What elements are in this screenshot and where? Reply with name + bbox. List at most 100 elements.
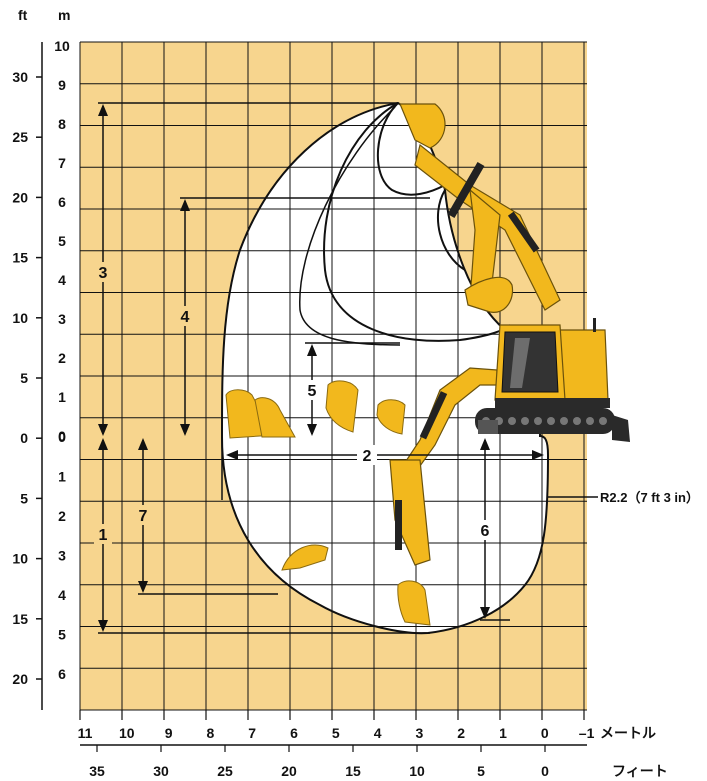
bottom-m-ticks: 11 10 9 8 7 6 5 4 3 2 1 0 –1: [78, 710, 595, 741]
left-m-tick-label: 2: [58, 350, 66, 366]
track-roller: [534, 417, 542, 425]
left-ft-tick-label: 5: [20, 370, 28, 386]
bottom-m-tick-label: 7: [248, 725, 256, 741]
hydraulic-cylinder: [395, 500, 402, 550]
left-m-tick-label: 1: [58, 469, 66, 485]
bucket-icon: [325, 380, 359, 433]
left-ft-tick-label: 20: [12, 671, 28, 687]
hydraulic-cylinder: [507, 211, 540, 253]
unit-m-top: m: [58, 7, 70, 23]
upper-arm-assembly: [399, 103, 561, 313]
left-m-tick-label: 6: [58, 194, 66, 210]
unit-ft-top: ft: [18, 7, 28, 23]
dimension-labels: 3 4 5 1 7 6 2 R2.2（7 ft 3 in）: [94, 262, 699, 544]
counterweight: [559, 329, 609, 406]
dozer-blade: [612, 415, 630, 442]
bottom-m-tick-label: 2: [457, 725, 465, 741]
dim-label-3: 3: [99, 265, 108, 282]
left-m-tick-label: 5: [58, 233, 66, 249]
track-assembly: [475, 408, 615, 434]
unit-feet-bottom: フィート: [612, 763, 668, 779]
cab-glass-highlight: [510, 338, 530, 388]
bottom-ft-tick-label: 35: [89, 763, 105, 779]
left-m-tick-label: 5: [58, 627, 66, 643]
left-ft-tick-label: 10: [12, 551, 28, 567]
bottom-ft-tick-label: 10: [409, 763, 425, 779]
left-m-tick-label: 4: [58, 272, 66, 288]
left-ft-tick-label: 5: [20, 490, 28, 506]
left-m-tick-label: 8: [58, 116, 66, 132]
bucket-icon: [397, 580, 431, 626]
bottom-m-tick-label: 4: [374, 725, 382, 741]
bottom-m-tick-label: 5: [332, 725, 340, 741]
lower-arm-assembly: [389, 367, 498, 566]
excavator-body: [475, 318, 630, 442]
track-roller: [560, 417, 568, 425]
bucket-icon: [281, 544, 329, 571]
dim-label-4: 4: [181, 309, 190, 326]
left-ft-tick-label: 25: [12, 129, 28, 145]
bucket-icon: [376, 399, 406, 435]
stick-lower: [389, 459, 431, 566]
bottom-m-tick-label: 10: [119, 725, 135, 741]
bottom-m-tick-label: 8: [207, 725, 215, 741]
track-roller: [586, 417, 594, 425]
left-m-tick-label: 10: [54, 38, 70, 54]
bottom-ft-tick-label: 30: [153, 763, 169, 779]
bottom-ft-tick-label: 15: [345, 763, 361, 779]
inner-curve-3: [436, 189, 466, 271]
dim-label-1: 1: [99, 527, 108, 544]
track-roller: [508, 417, 516, 425]
left-m-tick-label: 0: [58, 429, 66, 445]
inner-curve-1: [376, 102, 446, 196]
bottom-m-tick-label: 6: [290, 725, 298, 741]
inner-curve-2: [323, 102, 511, 342]
bucket-icon: [254, 397, 296, 438]
swing-motor: [478, 420, 498, 434]
inner-curve-4: [299, 106, 401, 346]
bottom-ft-tick-label: 5: [477, 763, 485, 779]
left-m-tick-label: 9: [58, 77, 66, 93]
hydraulic-cylinder: [419, 391, 448, 440]
arrowheads: [98, 104, 544, 632]
cab-base: [495, 398, 610, 408]
bottom-ft-tick-label: 25: [217, 763, 233, 779]
bottom-m-tick-label: 0: [541, 725, 549, 741]
left-m-tick-label: 7: [58, 155, 66, 171]
track-roller: [573, 417, 581, 425]
bottom-m-tick-label: 11: [78, 725, 93, 741]
bottom-m-tick-label: 9: [165, 725, 173, 741]
radius-note: R2.2（7 ft 3 in）: [600, 490, 699, 505]
left-ft-tick-label: 0: [20, 430, 28, 446]
dim-label-5: 5: [308, 383, 317, 400]
bottom-m-tick-label: 3: [416, 725, 424, 741]
left-m-tick-label: 2: [58, 508, 66, 524]
bottom-ft-tick-label: 0: [541, 763, 549, 779]
left-ft-tick-label: 20: [12, 189, 28, 205]
left-ft-tick-label: 30: [12, 69, 28, 85]
track-roller: [521, 417, 529, 425]
bucket-positions: [225, 380, 431, 626]
track-roller: [547, 417, 555, 425]
left-m-tick-label: 0: [58, 428, 66, 444]
left-m-tick-label: 1: [58, 389, 66, 405]
left-ft-tick-label: 10: [12, 310, 28, 326]
left-ft-ticks: 30 25 20 15 10 5 0 5 10 15 20: [12, 69, 42, 687]
left-m-tick-label: 4: [58, 587, 66, 603]
left-m-tick-label: 3: [58, 548, 66, 564]
cab-window: [501, 331, 559, 393]
track-roller: [599, 417, 607, 425]
dim-label-2: 2: [363, 448, 372, 465]
left-ft-tick-label: 15: [12, 250, 28, 266]
bottom-m-tick-label: 1: [499, 725, 507, 741]
antenna: [593, 318, 596, 332]
left-ft-tick-label: 15: [12, 611, 28, 627]
left-m-tick-label: 3: [58, 311, 66, 327]
bottom-m-tick-label: –1: [579, 725, 595, 741]
mid-bucket: [464, 276, 514, 313]
dim-label-6: 6: [481, 523, 490, 540]
top-bucket: [399, 103, 446, 149]
hydraulic-cylinder: [447, 162, 485, 218]
